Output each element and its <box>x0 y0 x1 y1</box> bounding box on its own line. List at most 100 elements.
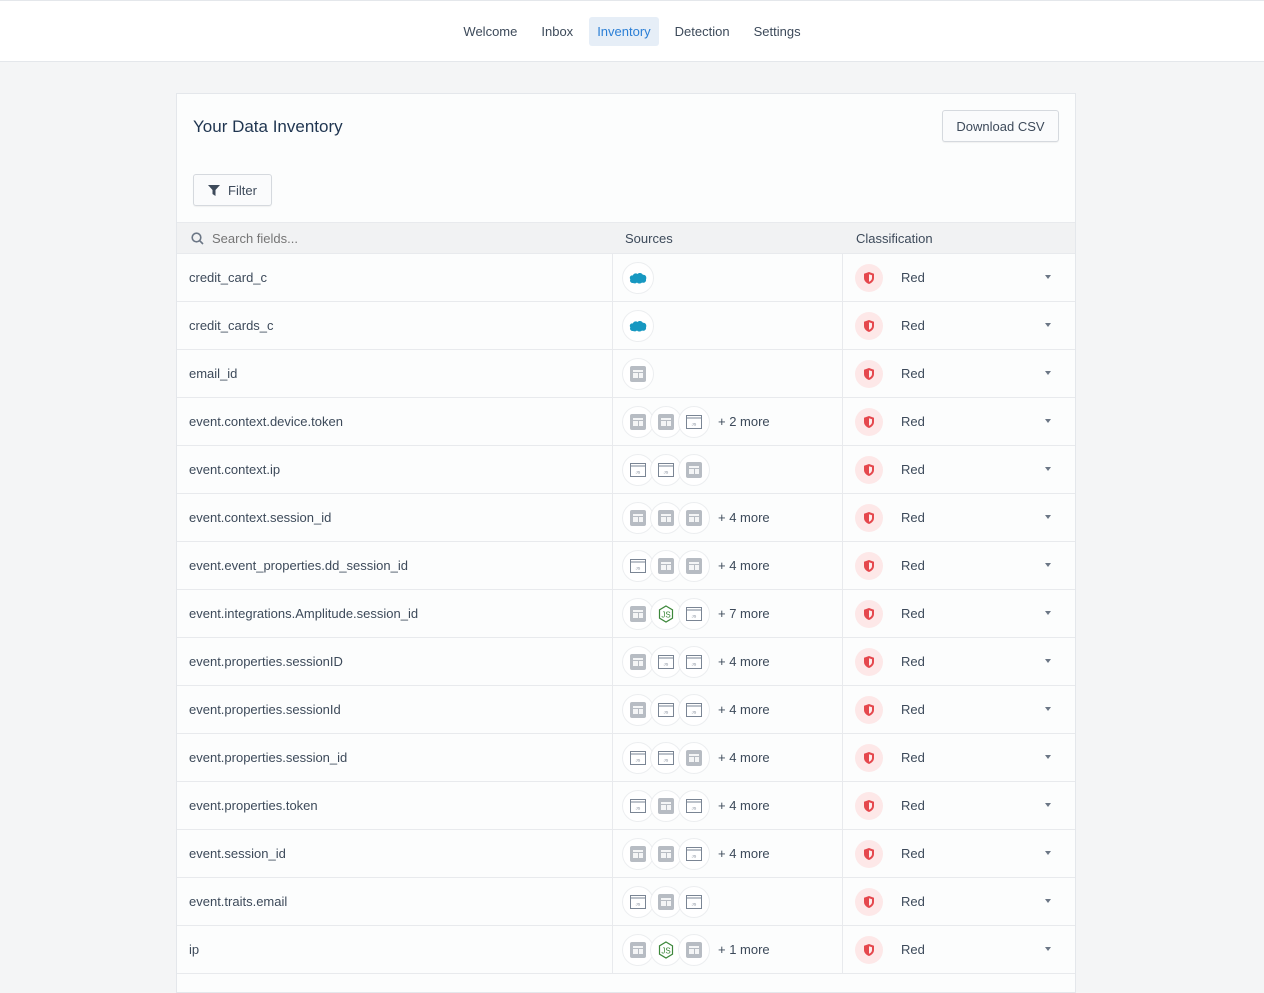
app-source-icon <box>650 501 682 534</box>
classification-select[interactable]: Red <box>843 302 1075 349</box>
field-name[interactable]: event.context.ip <box>177 446 613 493</box>
chevron-down-icon[interactable] <box>1045 515 1051 519</box>
filter-label: Filter <box>228 182 257 198</box>
filter-button[interactable]: Filter <box>193 174 272 206</box>
more-sources-link[interactable]: + 7 more <box>718 606 770 621</box>
table-row[interactable]: event.integrations.Amplitude.session_id … <box>177 590 1075 638</box>
classification-select[interactable]: Red <box>843 686 1075 733</box>
table-row[interactable]: credit_cards_c Red <box>177 302 1075 350</box>
chevron-down-icon[interactable] <box>1045 467 1051 471</box>
table-row[interactable]: event.context.ip JS JS Red <box>177 446 1075 494</box>
classification-select[interactable]: Red <box>843 254 1075 301</box>
field-name[interactable]: ip <box>177 926 613 973</box>
classification-select[interactable]: Red <box>843 590 1075 637</box>
classification-select[interactable]: Red <box>843 830 1075 877</box>
field-name[interactable]: event.session_id <box>177 830 613 877</box>
table-row[interactable]: ip JS + 1 more Red <box>177 926 1075 974</box>
more-sources-link[interactable]: + 4 more <box>718 510 770 525</box>
table-row[interactable]: event.context.device.token JS + 2 more Re… <box>177 398 1075 446</box>
chevron-down-icon[interactable] <box>1045 275 1051 279</box>
field-name[interactable]: event.properties.sessionId <box>177 686 613 733</box>
classification-select[interactable]: Red <box>843 494 1075 541</box>
more-sources-link[interactable]: + 1 more <box>718 942 770 957</box>
table-row[interactable]: event.properties.sessionId JS JS + 4 more … <box>177 686 1075 734</box>
classification-select[interactable]: Red <box>843 782 1075 829</box>
javascript-source-icon: JS <box>622 453 654 486</box>
javascript-source-icon: JS <box>622 741 654 774</box>
more-sources-link[interactable]: + 4 more <box>718 702 770 717</box>
chevron-down-icon[interactable] <box>1045 707 1051 711</box>
more-sources-link[interactable]: + 4 more <box>718 654 770 669</box>
field-name[interactable]: event.properties.session_id <box>177 734 613 781</box>
shield-icon <box>855 599 883 628</box>
chevron-down-icon[interactable] <box>1045 563 1051 567</box>
chevron-down-icon[interactable] <box>1045 851 1051 855</box>
app-source-icon <box>678 741 710 774</box>
field-name[interactable]: email_id <box>177 350 613 397</box>
search-input[interactable] <box>212 230 512 246</box>
classification-select[interactable]: Red <box>843 398 1075 445</box>
classification-select[interactable]: Red <box>843 638 1075 685</box>
sources-cell <box>613 302 843 349</box>
field-name[interactable]: event.properties.token <box>177 782 613 829</box>
field-name[interactable]: event.context.device.token <box>177 398 613 445</box>
tab-inventory[interactable]: Inventory <box>589 16 659 46</box>
chevron-down-icon[interactable] <box>1045 947 1051 951</box>
table-row[interactable]: credit_card_c Red <box>177 254 1075 302</box>
tab-welcome[interactable]: Welcome <box>463 23 518 39</box>
table-row[interactable]: event.properties.sessionID JS JS + 4 more … <box>177 638 1075 686</box>
field-name[interactable]: event.integrations.Amplitude.session_id <box>177 590 613 637</box>
chevron-down-icon[interactable] <box>1045 803 1051 807</box>
svg-text:JS: JS <box>636 757 641 762</box>
chevron-down-icon[interactable] <box>1045 755 1051 759</box>
chevron-down-icon[interactable] <box>1045 371 1051 375</box>
field-name[interactable]: event.context.session_id <box>177 494 613 541</box>
more-sources-link[interactable]: + 4 more <box>718 798 770 813</box>
download-csv-button[interactable]: Download CSV <box>942 110 1059 142</box>
field-name[interactable]: credit_card_c <box>177 254 613 301</box>
tab-settings[interactable]: Settings <box>753 23 801 39</box>
app-source-icon <box>622 597 654 630</box>
more-sources-link[interactable]: + 4 more <box>718 750 770 765</box>
table-row[interactable]: event.event_properties.dd_session_id JS +… <box>177 542 1075 590</box>
shield-icon <box>855 839 883 868</box>
table-row[interactable]: event.context.session_id + 4 more Red <box>177 494 1075 542</box>
table-row[interactable]: event.properties.session_id JS JS + 4 more… <box>177 734 1075 782</box>
classification-value: Red <box>901 846 925 861</box>
table-row[interactable]: event.traits.email JS JS Red <box>177 878 1075 926</box>
field-name[interactable]: event.traits.email <box>177 878 613 925</box>
field-name[interactable]: event.properties.sessionID <box>177 638 613 685</box>
tab-detection[interactable]: Detection <box>674 23 730 39</box>
sources-cell: + 4 more <box>613 494 843 541</box>
table-row[interactable]: email_id Red <box>177 350 1075 398</box>
classification-select[interactable]: Red <box>843 542 1075 589</box>
field-name[interactable]: event.event_properties.dd_session_id <box>177 542 613 589</box>
tab-inbox[interactable]: Inbox <box>541 23 574 39</box>
nodejs-icon: JS <box>650 597 682 630</box>
search-field[interactable] <box>177 230 613 246</box>
svg-text:JS: JS <box>664 757 669 762</box>
table-row[interactable]: event.session_id JS + 4 more Red <box>177 830 1075 878</box>
more-sources-link[interactable]: + 2 more <box>718 414 770 429</box>
app-source-icon <box>650 885 682 918</box>
sources-cell: JS + 1 more <box>613 926 843 973</box>
chevron-down-icon[interactable] <box>1045 659 1051 663</box>
classification-select[interactable]: Red <box>843 734 1075 781</box>
javascript-source-icon: JS <box>622 885 654 918</box>
page-title: Your Data Inventory <box>193 117 343 136</box>
chevron-down-icon[interactable] <box>1045 611 1051 615</box>
more-sources-link[interactable]: + 4 more <box>718 558 770 573</box>
field-name[interactable]: credit_cards_c <box>177 302 613 349</box>
chevron-down-icon[interactable] <box>1045 323 1051 327</box>
chevron-down-icon[interactable] <box>1045 899 1051 903</box>
more-sources-link[interactable]: + 4 more <box>718 846 770 861</box>
search-icon <box>191 231 204 245</box>
table-row[interactable]: event.properties.token JS JS + 4 more Red <box>177 782 1075 830</box>
top-nav: Welcome Inbox Inventory Detection Settings <box>0 0 1264 62</box>
classification-select[interactable]: Red <box>843 926 1075 973</box>
app-source-icon <box>678 549 710 582</box>
classification-select[interactable]: Red <box>843 878 1075 925</box>
classification-select[interactable]: Red <box>843 446 1075 493</box>
classification-select[interactable]: Red <box>843 350 1075 397</box>
chevron-down-icon[interactable] <box>1045 419 1051 423</box>
